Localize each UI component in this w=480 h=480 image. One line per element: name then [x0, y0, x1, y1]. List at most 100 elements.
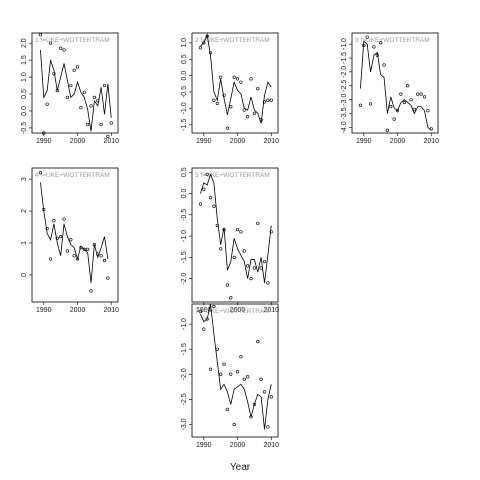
x-tick-label: 2000 [230, 307, 246, 314]
data-point [215, 223, 219, 228]
y-tick-label: 2.0 [21, 38, 28, 48]
data-point [266, 425, 270, 429]
panel-2: 2 f=UKE+WOTTERTRAM -1.5 -1.0 -0.5 0.0 0.5 1.0 1… [181, 32, 279, 145]
y-tick-label: -1.0 [181, 102, 188, 114]
data-point [96, 252, 100, 256]
x-tick-label: 1990 [196, 307, 212, 314]
data-point [246, 264, 250, 268]
data-point [259, 377, 263, 381]
y-tick-label: -0.5 [181, 86, 188, 98]
data-point [382, 63, 386, 67]
y-tick-label: -2.0 [341, 66, 348, 78]
series-line [200, 33, 272, 124]
data-point [52, 72, 56, 76]
y-tick-label: 0 [21, 273, 28, 277]
y-tick-label: 0.0 [21, 106, 28, 116]
data-point [242, 249, 246, 253]
panels-layer: 1 f=UKE+WOTTERTRAM -0.5 0.0 0.5 1.0 1.5 2.0 199… [21, 32, 439, 449]
y-tick-label: -1.5 [181, 251, 188, 263]
data-point [106, 276, 110, 280]
data-point [395, 109, 400, 113]
data-point [429, 127, 433, 131]
y-tick-label: -1.0 [181, 230, 188, 242]
data-point [198, 46, 203, 50]
data-point [212, 204, 216, 208]
x-tick-label: 2000 [390, 138, 406, 145]
data-point [55, 236, 59, 240]
y-tick-label: 0.0 [181, 71, 188, 81]
data-point [419, 92, 423, 96]
data-point [86, 122, 90, 127]
panel-label: 5 f=UKE+WOTTERTRAM [195, 172, 270, 179]
panel-3: 3 f=UKE+WOTTERTRAM -4.0 -3.5-3.0 -2.5 -2.0 -1… [341, 32, 439, 145]
y-tick-label: -1.0 [341, 38, 348, 50]
data-point [62, 217, 66, 221]
x-tick-label: 2000 [70, 138, 86, 145]
data-point [86, 247, 90, 251]
data-point [269, 395, 273, 399]
y-tick-label: -1.5 [181, 343, 188, 355]
x-tick-label: 1990 [196, 138, 212, 145]
y-tick-label: -1.5 [341, 52, 348, 64]
data-point [242, 377, 246, 381]
data-point [75, 65, 80, 69]
data-point [262, 259, 267, 264]
data-point [72, 68, 76, 72]
data-point [38, 171, 43, 175]
data-point [412, 107, 416, 111]
data-point [266, 281, 270, 285]
data-point [45, 102, 49, 106]
data-point [409, 98, 413, 102]
data-point [262, 100, 267, 104]
data-point [235, 370, 240, 374]
data-point [379, 41, 383, 45]
data-point [79, 105, 83, 110]
data-point [72, 254, 76, 258]
data-point [205, 317, 209, 321]
data-point [256, 340, 260, 344]
panel-frame [191, 167, 279, 303]
data-point [358, 103, 363, 107]
data-point [79, 246, 83, 250]
data-point [59, 234, 63, 239]
data-point [259, 266, 263, 270]
data-point [229, 296, 233, 300]
panel-label: 2 f=UKE+WOTTERTRAM [195, 37, 270, 44]
data-point [239, 80, 243, 84]
x-axis-title: Year [230, 462, 251, 473]
data-point [229, 105, 233, 109]
data-point [215, 101, 219, 106]
data-point [266, 98, 270, 102]
y-tick-label: -3.5 [341, 107, 348, 119]
data-point [362, 43, 366, 48]
data-point [252, 111, 256, 115]
data-point [92, 242, 96, 247]
data-point [208, 51, 213, 55]
panel-label: 4 f=UKE+WOTTERTRAM [35, 172, 110, 179]
data-point [208, 367, 213, 371]
data-point [42, 207, 46, 212]
series-line [360, 40, 432, 131]
data-point [82, 247, 86, 251]
data-point [52, 219, 56, 223]
data-point [229, 372, 233, 376]
data-point [249, 77, 253, 81]
data-point [75, 257, 80, 261]
x-tick-label: 2000 [230, 138, 246, 145]
data-point [406, 84, 410, 88]
y-tick-label: 0.5 [181, 167, 188, 177]
panel-label: 3 f=UKE+WOTTERTRAM [355, 37, 430, 44]
series-line [200, 173, 272, 283]
data-point [48, 41, 53, 45]
panel-frame [351, 32, 439, 134]
data-point [99, 254, 103, 258]
data-point [399, 92, 403, 96]
data-point [198, 202, 203, 206]
data-point [372, 45, 376, 49]
data-point [246, 115, 250, 119]
data-point [212, 304, 216, 309]
data-point [99, 122, 103, 127]
data-point [69, 238, 73, 242]
data-point [69, 83, 73, 88]
